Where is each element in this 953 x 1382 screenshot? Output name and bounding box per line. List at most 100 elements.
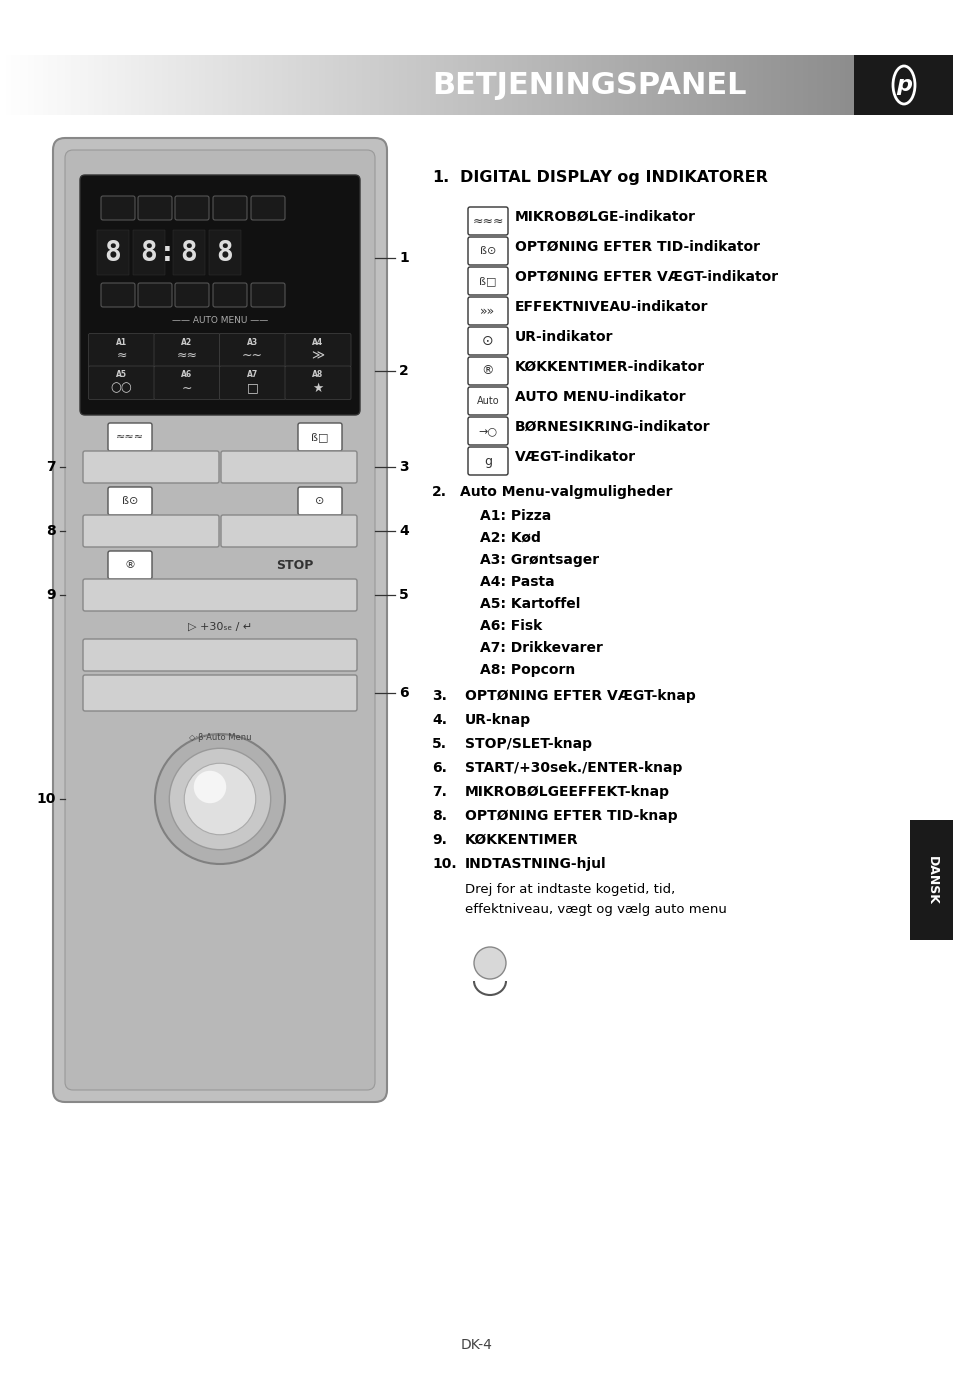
Bar <box>63 55 66 115</box>
Bar <box>248 55 251 115</box>
Bar <box>26 55 29 115</box>
Text: 10: 10 <box>36 792 56 806</box>
Bar <box>162 55 165 115</box>
Bar <box>492 55 495 115</box>
Bar <box>839 55 841 115</box>
Bar <box>327 55 330 115</box>
Bar <box>6 55 9 115</box>
Text: 7.: 7. <box>432 785 446 799</box>
FancyBboxPatch shape <box>65 151 375 1090</box>
Bar <box>682 55 685 115</box>
Bar <box>395 55 398 115</box>
FancyBboxPatch shape <box>174 196 209 220</box>
Bar <box>796 55 799 115</box>
Text: →○: →○ <box>478 426 497 435</box>
Bar <box>205 55 208 115</box>
Bar <box>592 55 595 115</box>
Bar <box>486 55 489 115</box>
FancyBboxPatch shape <box>108 423 152 451</box>
FancyBboxPatch shape <box>89 366 154 399</box>
Text: ⊙: ⊙ <box>481 334 494 348</box>
Text: BETJENINGSPANEL: BETJENINGSPANEL <box>433 70 746 100</box>
Text: 6.: 6. <box>432 761 446 775</box>
FancyBboxPatch shape <box>219 333 285 368</box>
Bar <box>532 55 535 115</box>
Bar <box>777 55 780 115</box>
Bar <box>441 55 443 115</box>
Bar <box>259 55 262 115</box>
Bar <box>657 55 659 115</box>
Bar <box>233 55 236 115</box>
Bar <box>555 55 558 115</box>
Bar <box>202 55 205 115</box>
Text: Auto Menu-valgmuligheder: Auto Menu-valgmuligheder <box>459 485 672 499</box>
Bar <box>497 55 500 115</box>
Bar <box>737 55 740 115</box>
Bar <box>361 55 364 115</box>
Bar <box>293 55 295 115</box>
Bar <box>172 229 205 275</box>
Bar <box>416 55 418 115</box>
Bar <box>93 55 96 115</box>
FancyBboxPatch shape <box>468 328 507 355</box>
Bar <box>373 55 375 115</box>
Bar <box>301 55 304 115</box>
Bar <box>654 55 657 115</box>
Bar <box>335 55 338 115</box>
Bar <box>572 55 575 115</box>
Bar <box>131 55 133 115</box>
Bar <box>367 55 370 115</box>
Bar <box>168 55 171 115</box>
Bar <box>398 55 401 115</box>
Bar <box>278 55 281 115</box>
Bar <box>142 55 145 115</box>
Bar <box>475 55 477 115</box>
Bar <box>645 55 648 115</box>
Text: ★: ★ <box>312 381 323 394</box>
Bar <box>552 55 555 115</box>
Text: ß⊙: ß⊙ <box>122 496 138 506</box>
Bar <box>191 55 193 115</box>
Text: 2.: 2. <box>432 485 447 499</box>
Text: A3: A3 <box>247 337 258 347</box>
Text: ⊙: ⊙ <box>315 496 324 506</box>
FancyBboxPatch shape <box>174 283 209 307</box>
Bar <box>751 55 754 115</box>
Bar <box>685 55 688 115</box>
Bar <box>83 55 86 115</box>
FancyBboxPatch shape <box>89 333 154 368</box>
Bar <box>364 55 367 115</box>
Bar <box>49 55 51 115</box>
Bar <box>762 55 765 115</box>
Text: ≫: ≫ <box>311 350 324 362</box>
Text: A5: Kartoffel: A5: Kartoffel <box>479 597 579 611</box>
Text: effektniveau, vægt og vælg auto menu: effektniveau, vægt og vælg auto menu <box>464 902 726 916</box>
Bar <box>748 55 751 115</box>
Bar <box>273 55 275 115</box>
Bar <box>295 55 298 115</box>
Bar <box>185 55 188 115</box>
Bar <box>275 55 278 115</box>
Bar <box>495 55 497 115</box>
FancyBboxPatch shape <box>83 674 356 710</box>
Bar <box>401 55 404 115</box>
FancyBboxPatch shape <box>468 207 507 235</box>
Bar <box>662 55 665 115</box>
Bar <box>734 55 737 115</box>
Bar <box>307 55 310 115</box>
Bar <box>563 55 566 115</box>
FancyBboxPatch shape <box>468 267 507 294</box>
Bar <box>74 55 77 115</box>
Text: A2: Kød: A2: Kød <box>479 531 540 545</box>
Bar <box>77 55 80 115</box>
Bar <box>745 55 748 115</box>
Text: ○○: ○○ <box>111 381 132 394</box>
Bar <box>659 55 662 115</box>
Bar <box>11 55 14 115</box>
FancyBboxPatch shape <box>251 283 285 307</box>
Bar <box>549 55 552 115</box>
Bar <box>512 55 515 115</box>
Bar <box>228 55 231 115</box>
FancyBboxPatch shape <box>138 196 172 220</box>
Bar <box>66 55 69 115</box>
